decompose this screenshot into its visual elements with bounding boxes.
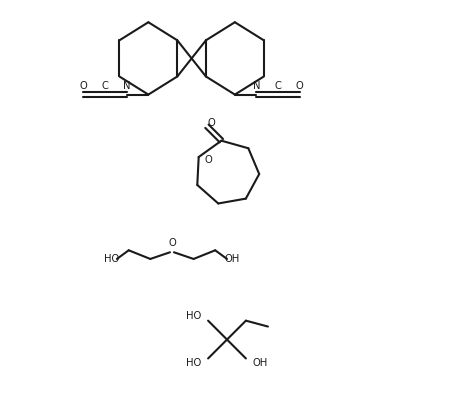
Text: O: O — [296, 81, 304, 91]
Text: C: C — [275, 81, 281, 91]
Text: OH: OH — [253, 358, 268, 368]
Text: HO: HO — [186, 311, 201, 321]
Text: HO: HO — [104, 254, 119, 265]
Text: OH: OH — [224, 254, 240, 265]
Text: C: C — [102, 81, 109, 91]
Text: HO: HO — [186, 358, 201, 368]
Text: O: O — [79, 81, 87, 91]
Text: O: O — [208, 118, 216, 128]
Text: N: N — [253, 81, 260, 91]
Text: O: O — [168, 238, 176, 248]
Text: N: N — [123, 81, 130, 91]
Text: O: O — [205, 155, 212, 165]
